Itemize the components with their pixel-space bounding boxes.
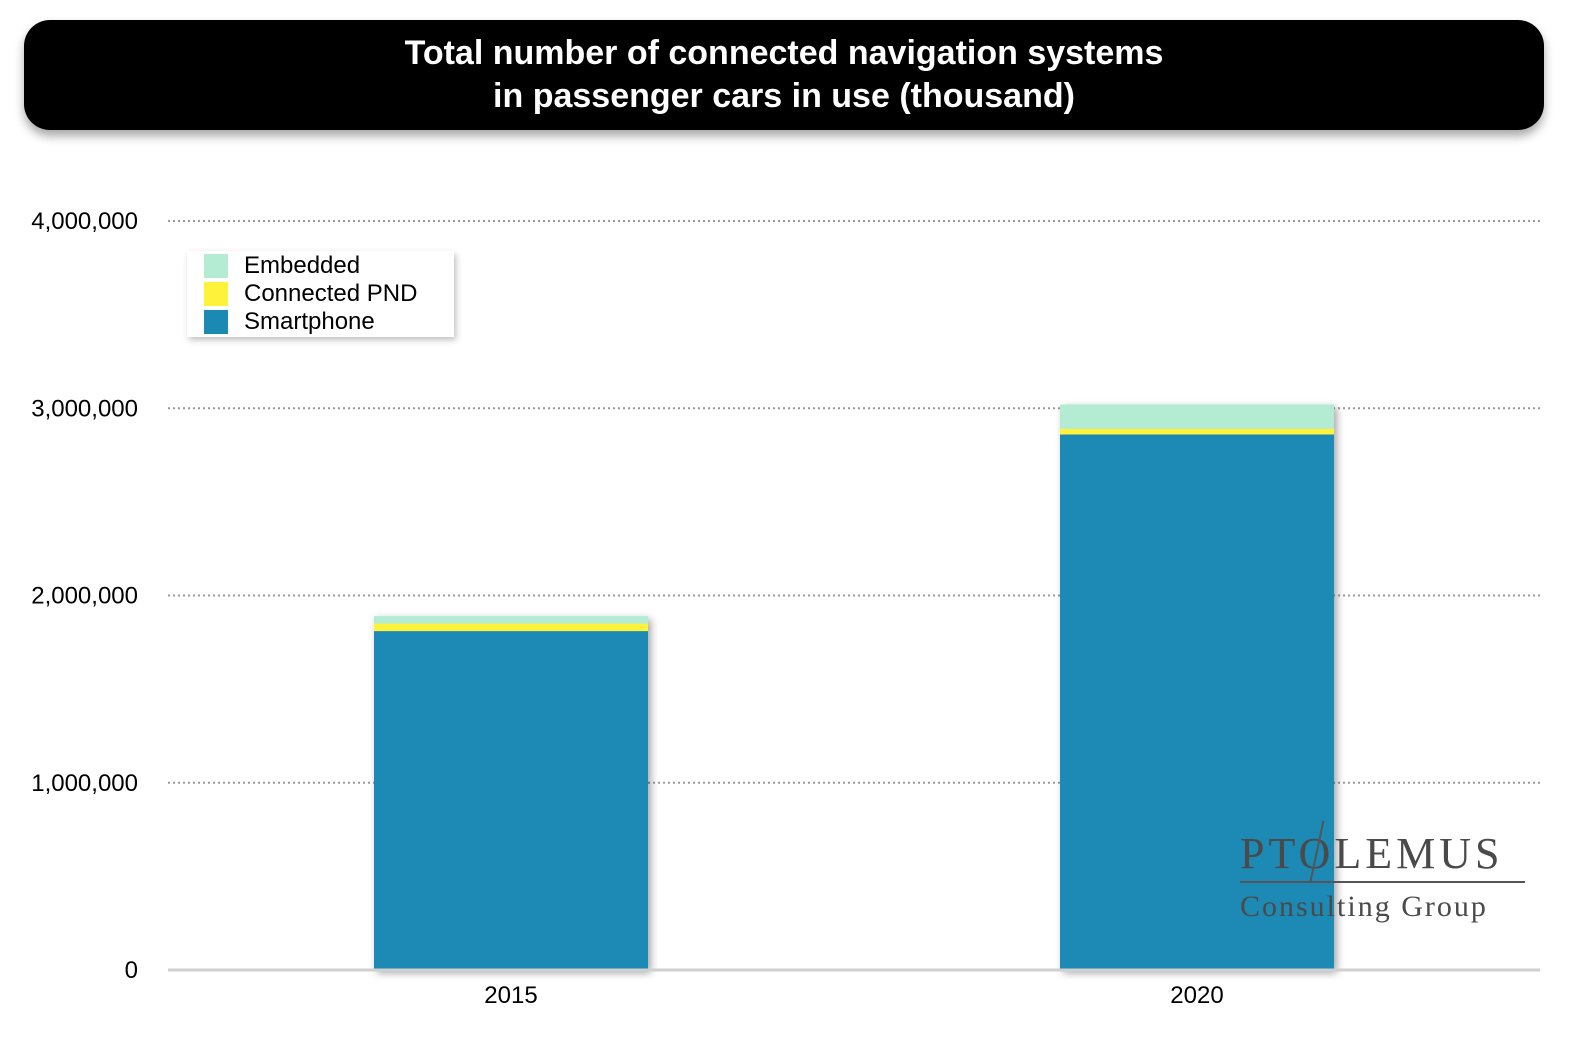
legend-label-smartphone: Smartphone [244,308,375,335]
bars [374,404,1334,971]
axes: 0 1,000,000 2,000,000 3,000,000 4,000,000 201… [31,208,1540,1009]
y-tick-label: 2,000,000 [31,583,138,610]
bar-segment-connected-pnd [1060,428,1334,435]
logo-divider [1240,881,1525,883]
bar-stack-2015 [374,616,648,970]
legend-item-smartphone: Smartphone [204,308,375,336]
legend-swatch-connected-pnd [204,282,228,306]
legend-label-embedded: Embedded [244,252,361,279]
legend-item-embedded: Embedded [204,252,360,280]
bar-segment-smartphone [1060,434,1334,971]
chart-title-line-2: in passenger cars in use (thousand) [493,77,1075,115]
y-tick-label: 0 [125,957,138,984]
y-tick-label: 3,000,000 [31,395,138,422]
gridlines [168,220,1540,784]
logo-subtitle: Consulting Group [1240,890,1488,923]
bar-segment-connected-pnd [374,623,648,632]
x-tick-label: 2020 [1170,982,1223,1009]
bar-segment-embedded [374,616,648,624]
x-tick-label: 2015 [484,982,537,1009]
chart-legend: Embedded Connected PND Smartphone [187,251,454,337]
y-tick-label: 1,000,000 [31,770,138,797]
legend-label-connected-pnd: Connected PND [244,280,418,307]
legend-swatch-embedded [204,254,228,278]
legend-item-connected-pnd: Connected PND [204,280,417,308]
chart-title-line-1: Total number of connected navigation sys… [404,34,1164,72]
y-tick-label: 4,000,000 [31,208,138,235]
logo-name: PTOLEMUS [1240,829,1504,878]
chart-title-banner: Total number of connected navigation sys… [24,20,1544,130]
bar-stack-2020 [1060,404,1334,971]
legend-swatch-smartphone [204,310,228,334]
ptolemus-logo: PTOLEMUS Consulting Group [1238,820,1530,930]
bar-segment-embedded [1060,404,1334,429]
bar-segment-smartphone [374,631,648,970]
